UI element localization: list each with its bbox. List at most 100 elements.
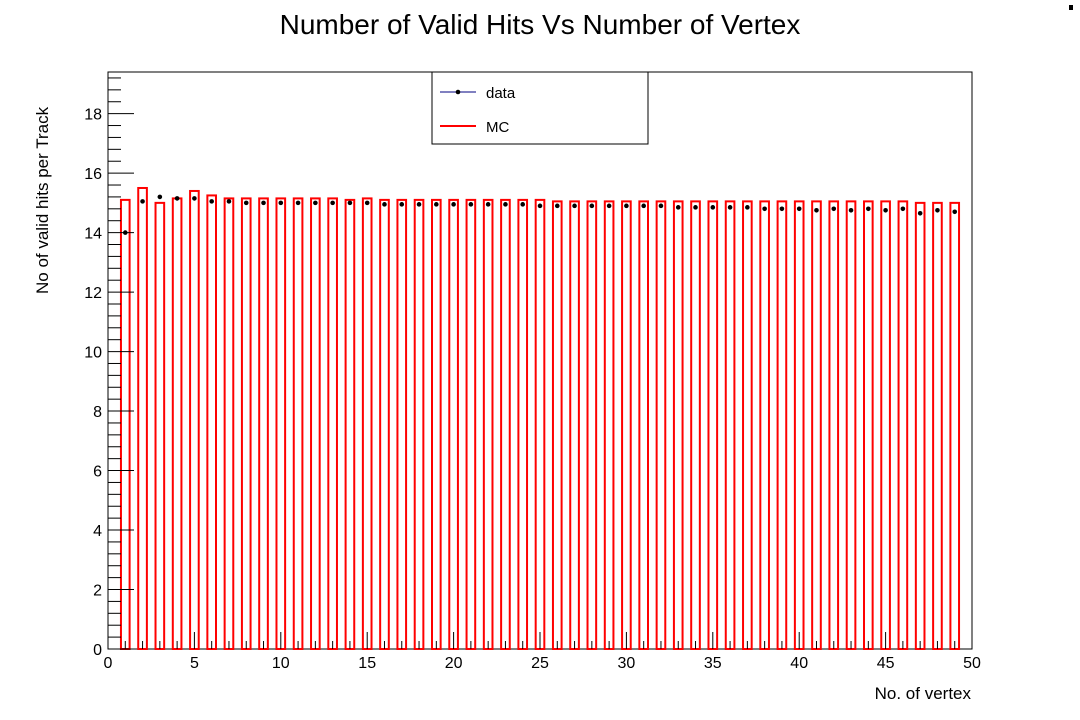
data-point xyxy=(831,206,837,212)
data-point xyxy=(174,196,180,201)
data-point xyxy=(416,202,422,207)
data-point xyxy=(364,200,370,206)
data-point xyxy=(554,203,560,209)
mc-bar xyxy=(500,198,511,650)
mc-bar xyxy=(707,200,719,650)
data-point xyxy=(537,203,543,209)
x-tick-label: 40 xyxy=(790,655,808,672)
data-point xyxy=(745,205,750,210)
data-point xyxy=(347,200,353,206)
data-point xyxy=(917,210,923,216)
mc-bar xyxy=(569,200,580,650)
legend-mc-label: MC xyxy=(486,119,509,136)
data-point xyxy=(900,206,906,212)
y-tick-label: 14 xyxy=(84,226,102,243)
data-point xyxy=(883,208,888,213)
mc-bar xyxy=(534,198,546,650)
data-point xyxy=(485,202,491,207)
mc-bar xyxy=(482,198,494,650)
data-point xyxy=(572,203,577,209)
data-point xyxy=(520,202,526,207)
data-point xyxy=(468,202,474,207)
data-point xyxy=(727,205,733,210)
data-point xyxy=(710,205,716,210)
mc-bar xyxy=(517,198,529,650)
x-axis-label: No. of vertex xyxy=(875,684,972,703)
data-point xyxy=(261,200,266,206)
mc-bar xyxy=(863,200,874,650)
mc-bar xyxy=(776,200,788,650)
mc-bar xyxy=(793,200,805,650)
y-tick-label: 0 xyxy=(93,642,102,659)
data-point xyxy=(434,202,439,207)
data-point xyxy=(848,208,854,213)
plot-frame xyxy=(107,71,973,650)
data-point xyxy=(935,208,940,213)
legend-box xyxy=(431,71,649,145)
y-tick-label: 16 xyxy=(84,166,102,183)
mc-bar xyxy=(379,198,390,650)
mc-bar xyxy=(137,186,148,651)
y-tick-label: 12 xyxy=(84,285,102,302)
y-axis-label: No of valid hits per Track xyxy=(33,106,52,294)
mc-bar xyxy=(551,200,563,650)
mc-bar xyxy=(724,200,736,650)
data-point xyxy=(952,209,958,215)
mc-bar xyxy=(171,197,183,650)
data-point xyxy=(503,202,508,207)
mc-bar xyxy=(431,198,442,650)
mc-bar xyxy=(845,200,857,650)
data-point xyxy=(693,205,698,210)
mc-bar xyxy=(811,200,822,650)
mc-bar xyxy=(413,198,425,650)
data-point xyxy=(675,205,681,210)
mc-bar xyxy=(361,197,373,650)
y-tick-label: 10 xyxy=(84,345,102,362)
y-tick-label: 18 xyxy=(84,107,102,124)
y-tick-label: 4 xyxy=(93,523,102,540)
x-tick-label: 5 xyxy=(190,655,199,672)
axes-layer: 0 5 10 15 20 25 30 35 40 45 50 0 2 4 6 8 10 12 14 16 18 xyxy=(84,77,981,672)
mc-bar xyxy=(223,197,235,650)
x-tick-label: 20 xyxy=(445,655,463,672)
data-point xyxy=(313,200,318,206)
data-point xyxy=(382,202,387,207)
mc-bar xyxy=(448,198,459,650)
data-point xyxy=(762,206,767,212)
x-tick-label: 0 xyxy=(104,655,113,672)
mc-bar xyxy=(310,197,321,650)
data-point xyxy=(157,194,163,200)
data-point xyxy=(641,203,646,209)
mc-bar xyxy=(897,200,909,650)
mc-bar xyxy=(396,198,408,650)
data-point xyxy=(606,203,612,209)
mc-bar xyxy=(655,200,667,650)
mc-bar xyxy=(119,198,131,650)
data-point xyxy=(779,206,785,212)
data-point xyxy=(658,203,664,209)
y-tick-label: 6 xyxy=(93,464,102,481)
mc-bar xyxy=(465,198,477,650)
mc-bar xyxy=(759,200,770,650)
data-point xyxy=(192,196,197,201)
mc-bar xyxy=(240,197,252,650)
mc-bar xyxy=(206,194,218,650)
mc-bar xyxy=(672,200,684,650)
data-point xyxy=(399,202,405,207)
data-point xyxy=(814,208,819,213)
legend-data-marker xyxy=(455,89,461,95)
y-tick-label: 8 xyxy=(93,404,102,421)
data-point xyxy=(209,199,214,204)
chart-title: Number of Valid Hits Vs Number of Vertex xyxy=(280,9,801,40)
legend-data-label: data xyxy=(486,85,516,102)
corner-marker xyxy=(1069,5,1073,10)
x-tick-label: 10 xyxy=(272,655,290,672)
data-point xyxy=(796,206,802,212)
x-tick-label: 35 xyxy=(704,655,722,672)
mc-bar xyxy=(880,200,891,650)
data-point xyxy=(451,202,456,207)
data-point xyxy=(295,200,301,206)
mc-bar xyxy=(344,198,356,650)
mc-bar xyxy=(828,200,840,650)
